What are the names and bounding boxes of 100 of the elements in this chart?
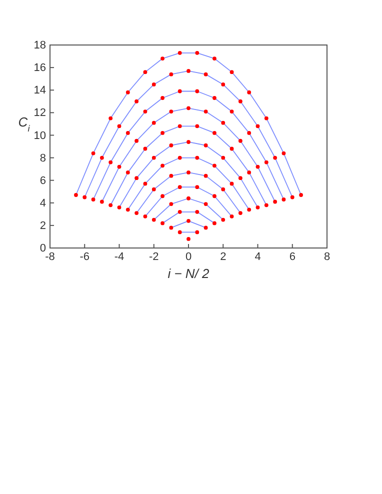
point	[195, 185, 200, 190]
point	[91, 198, 96, 202]
x-tick-label: 4	[254, 250, 261, 263]
point	[195, 89, 200, 94]
point	[186, 218, 190, 223]
point	[282, 198, 286, 202]
x-tick-label: -8	[45, 250, 55, 263]
point	[186, 68, 190, 73]
point	[126, 170, 130, 174]
point	[238, 211, 242, 215]
x-tick-label: 6	[289, 250, 296, 263]
point	[169, 72, 174, 76]
point	[152, 156, 156, 160]
point	[160, 131, 164, 135]
point	[282, 151, 286, 156]
line-series	[136, 172, 241, 214]
point	[169, 110, 174, 114]
point	[290, 195, 294, 200]
point	[169, 202, 174, 206]
line-series	[118, 142, 258, 208]
point	[169, 226, 174, 230]
point	[221, 187, 226, 192]
point	[230, 110, 234, 114]
point	[230, 182, 234, 186]
point	[117, 124, 122, 128]
point	[186, 237, 190, 241]
point	[160, 221, 164, 226]
point	[221, 82, 226, 86]
point	[152, 120, 156, 125]
point	[152, 82, 156, 86]
point	[247, 90, 252, 94]
point	[186, 196, 190, 200]
point	[143, 182, 148, 186]
point	[143, 214, 148, 218]
point	[212, 164, 216, 168]
point	[126, 208, 130, 212]
point	[143, 110, 148, 114]
point	[299, 193, 303, 197]
x-tick-label: 0	[185, 250, 192, 263]
point	[152, 187, 156, 192]
point	[74, 193, 78, 197]
point	[212, 221, 216, 226]
point	[100, 200, 104, 204]
point	[204, 226, 208, 230]
point	[134, 138, 139, 143]
point	[178, 185, 182, 190]
x-axis-title: i − N/ 2	[168, 266, 210, 281]
point	[134, 176, 139, 180]
point	[238, 176, 242, 180]
point	[204, 110, 208, 114]
point	[108, 160, 113, 164]
point	[230, 70, 234, 74]
point	[204, 202, 208, 206]
point	[178, 89, 182, 94]
y-tick-label: 2	[40, 220, 46, 232]
point	[221, 120, 226, 125]
point	[247, 131, 252, 135]
point	[204, 72, 208, 76]
point	[160, 194, 164, 198]
point	[273, 200, 278, 204]
line-series	[76, 52, 302, 196]
point	[160, 96, 164, 100]
point	[178, 210, 182, 214]
point	[264, 160, 268, 164]
point	[178, 230, 182, 234]
point	[178, 124, 182, 128]
y-tick-label: 8	[40, 152, 46, 164]
y-tick-label: 0	[40, 242, 46, 255]
point	[195, 230, 200, 234]
point	[264, 116, 268, 120]
point	[204, 143, 208, 148]
point	[195, 50, 200, 55]
x-tick-label: -4	[114, 250, 124, 263]
point	[134, 99, 139, 104]
y-tick-label: 16	[34, 62, 46, 74]
point	[169, 143, 174, 148]
point	[204, 174, 208, 178]
point	[186, 170, 190, 174]
point	[117, 164, 122, 169]
point	[273, 156, 278, 160]
point	[221, 218, 226, 222]
point	[117, 205, 122, 210]
point	[247, 170, 252, 174]
point	[221, 156, 226, 160]
point	[108, 203, 113, 208]
point	[230, 214, 234, 218]
point	[134, 211, 139, 215]
point	[238, 99, 242, 104]
point	[238, 138, 242, 143]
point	[195, 124, 200, 128]
point	[152, 218, 156, 222]
y-tick-label: 12	[34, 107, 46, 120]
point	[256, 205, 260, 210]
line-series	[127, 157, 250, 210]
point	[108, 116, 113, 120]
point	[169, 174, 174, 178]
y-axis-title: C$_{i}$	[18, 114, 31, 134]
y-tick-label: 18	[34, 40, 46, 52]
point	[212, 194, 216, 198]
y-tick-label: 10	[34, 130, 46, 142]
